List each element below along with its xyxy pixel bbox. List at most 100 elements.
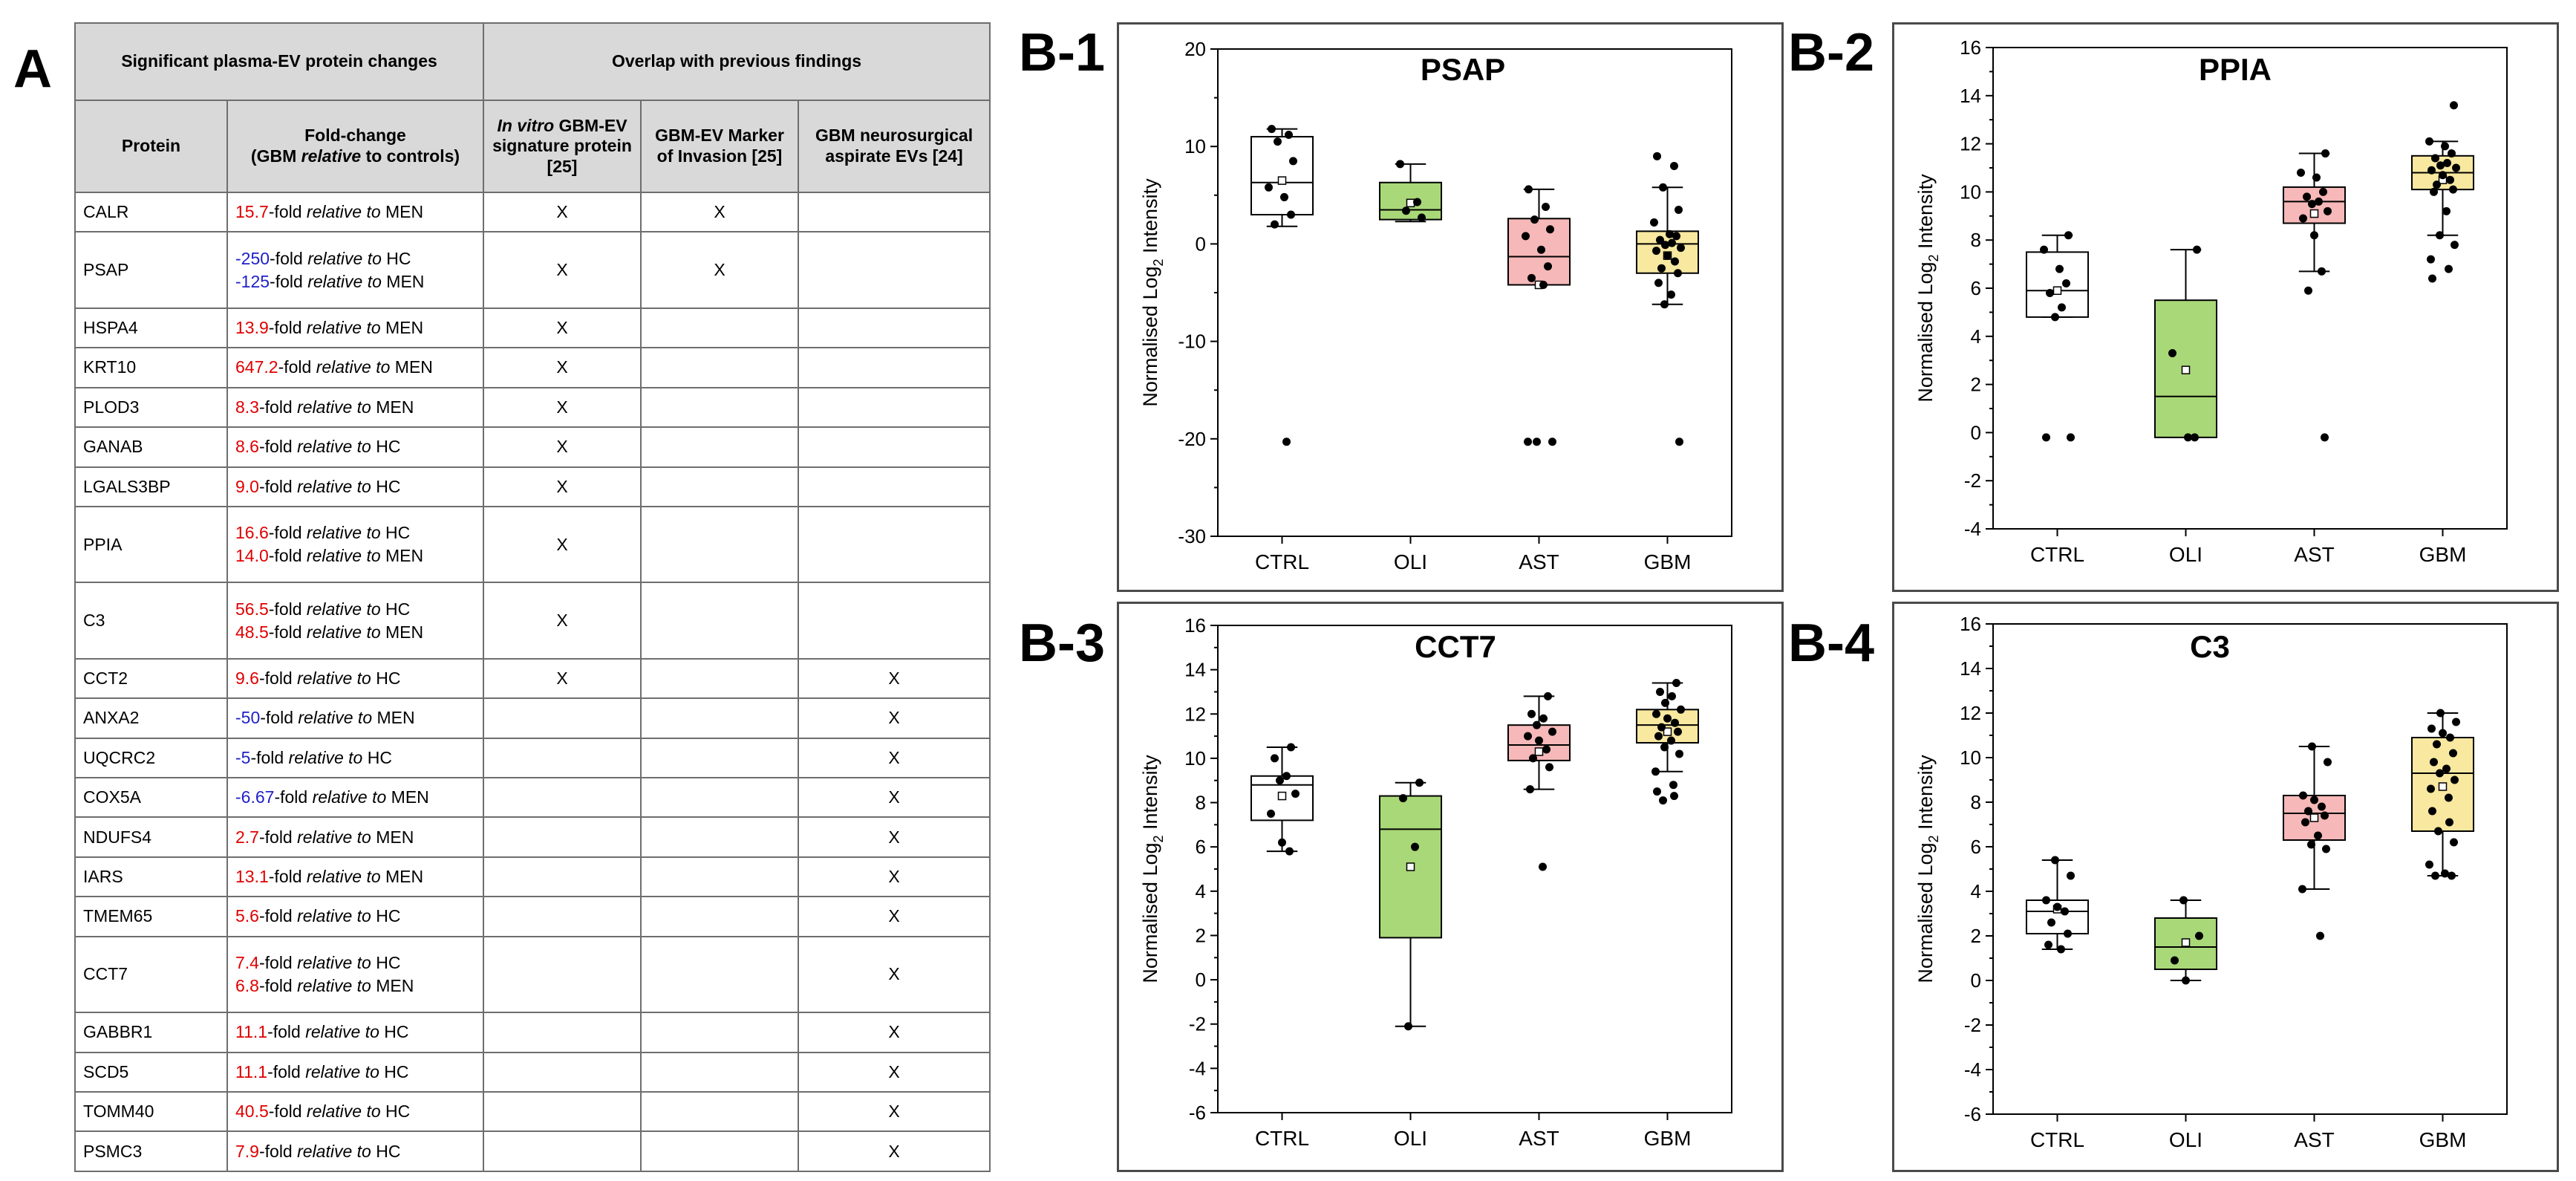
y-label-post: Intensity bbox=[1914, 174, 1937, 255]
y-axis-label: Normalised Log2 Intensity bbox=[1914, 174, 1941, 403]
data-point bbox=[1663, 251, 1672, 260]
protein-cell: CCT7 bbox=[74, 935, 228, 1014]
data-point bbox=[1282, 772, 1291, 781]
table-row: C3 56.5-fold relative to HC 48.5-fold rela… bbox=[74, 582, 991, 660]
data-point bbox=[1666, 230, 1674, 238]
header-significant-changes: Significant plasma-EV protein changes bbox=[74, 22, 484, 101]
data-point bbox=[1652, 247, 1660, 256]
y-label-post: Intensity bbox=[1139, 178, 1161, 259]
data-point bbox=[1539, 862, 1547, 871]
box-ctrl bbox=[2025, 251, 2090, 318]
marker-cell bbox=[640, 1051, 799, 1093]
y-label-post: Intensity bbox=[1914, 755, 1937, 836]
data-point bbox=[1654, 279, 1663, 287]
col-header-marker: GBM-EV Marker of Invasion [25] bbox=[640, 100, 799, 193]
invitro-cell: X bbox=[483, 307, 642, 349]
fold-reference: HC bbox=[379, 1061, 409, 1081]
data-point bbox=[2314, 831, 2322, 840]
data-point bbox=[1287, 210, 1295, 219]
fold-change-cell: 9.6-fold relative to HC bbox=[226, 657, 484, 700]
x-tick-label: AST bbox=[2294, 1128, 2334, 1151]
data-point bbox=[2436, 161, 2445, 170]
data-point bbox=[2324, 758, 2332, 767]
protein-cell: SCD5 bbox=[74, 1051, 228, 1093]
data-point bbox=[1399, 794, 1407, 803]
data-point bbox=[1677, 705, 1685, 714]
fold-mid: -fold bbox=[267, 1022, 306, 1042]
data-point bbox=[1544, 262, 1552, 271]
fold-relative: relative to bbox=[307, 248, 382, 268]
y-tick-label: 6 bbox=[1971, 277, 1981, 299]
fold-change-line: 8.3-fold relative to MEN bbox=[235, 396, 475, 419]
fold-value: 8.3 bbox=[235, 397, 259, 417]
data-point bbox=[2191, 433, 2199, 442]
protein-cell: NDUFS4 bbox=[74, 816, 228, 858]
table-row: KRT10 647.2-fold relative to MEN X bbox=[74, 347, 991, 388]
fold-value: 647.2 bbox=[235, 357, 278, 377]
data-point bbox=[2448, 149, 2456, 158]
y-tick-label: -4 bbox=[1964, 1058, 1981, 1081]
data-point bbox=[1548, 437, 1556, 446]
plot-frame-b1 bbox=[1117, 22, 1784, 592]
aspirate-cell: X bbox=[797, 935, 991, 1014]
y-tick-label: 12 bbox=[1184, 703, 1206, 725]
data-point bbox=[1669, 781, 1677, 790]
data-point bbox=[1670, 161, 1678, 170]
data-point bbox=[1524, 437, 1532, 446]
fold-value: 15.7 bbox=[235, 202, 269, 222]
marker-cell bbox=[640, 1090, 799, 1133]
data-point bbox=[2449, 185, 2457, 194]
panel-label-b2: B-2 bbox=[1788, 23, 1875, 82]
data-point bbox=[1287, 743, 1295, 752]
invitro-cell bbox=[483, 1051, 642, 1093]
y-tick-label: -2 bbox=[1964, 469, 1981, 492]
fold-mid: -fold bbox=[274, 787, 313, 807]
data-point bbox=[1670, 792, 1678, 801]
fold-header-c: to controls) bbox=[361, 146, 460, 166]
fold-change-line: 9.0-fold relative to HC bbox=[235, 475, 475, 498]
fold-change-line: 2.7-fold relative to MEN bbox=[235, 826, 475, 849]
data-point bbox=[1274, 137, 1282, 146]
table-row: TOMM40 40.5-fold relative to HC X bbox=[74, 1090, 991, 1133]
fold-reference: MEN bbox=[372, 708, 415, 728]
invitro-cell bbox=[483, 856, 642, 898]
y-axis-label: Normalised Log2 Intensity bbox=[1914, 755, 1941, 983]
data-point bbox=[2044, 940, 2052, 949]
data-point bbox=[1672, 679, 1680, 688]
data-point bbox=[1539, 714, 1548, 723]
data-point bbox=[1535, 736, 1543, 745]
table-row: TMEM65 5.6-fold relative to HC X bbox=[74, 896, 991, 937]
invitro-header-a: In vitro bbox=[497, 115, 555, 135]
data-point bbox=[1677, 244, 1685, 253]
x-tick-label: AST bbox=[1519, 550, 1559, 573]
data-point bbox=[1675, 437, 1683, 446]
data-point bbox=[2064, 231, 2073, 240]
y-label-sub: 2 bbox=[1926, 254, 1941, 261]
invitro-cell bbox=[483, 777, 642, 819]
marker-cell: X bbox=[640, 191, 799, 233]
fold-mid: -fold bbox=[258, 1141, 298, 1161]
protein-cell: LGALS3BP bbox=[74, 466, 228, 507]
invitro-cell bbox=[483, 935, 642, 1014]
y-label-pre: Normalised Log bbox=[1914, 261, 1937, 402]
data-point bbox=[2301, 818, 2309, 827]
x-tick-label: OLI bbox=[2169, 543, 2202, 566]
fold-reference: HC bbox=[371, 952, 401, 972]
data-point bbox=[1668, 692, 1676, 700]
x-tick-label: GBM bbox=[2419, 1128, 2467, 1151]
protein-cell: CALR bbox=[74, 191, 228, 233]
fold-reference: MEN bbox=[390, 357, 433, 377]
data-point bbox=[1661, 241, 1669, 250]
fold-mid: -fold bbox=[258, 437, 298, 457]
aspirate-cell bbox=[797, 307, 991, 349]
data-point bbox=[1657, 264, 1666, 273]
data-point bbox=[1654, 732, 1663, 741]
marker-cell bbox=[640, 1130, 799, 1172]
data-point bbox=[2297, 168, 2305, 177]
fold-change-line: 5.6-fold relative to HC bbox=[235, 905, 475, 928]
aspirate-cell: X bbox=[797, 737, 991, 779]
y-tick-label: 10 bbox=[1960, 746, 1981, 769]
x-tick-label: GBM bbox=[1644, 1127, 1692, 1150]
fold-relative: relative to bbox=[306, 1102, 381, 1122]
fold-mid: -fold bbox=[268, 202, 307, 222]
